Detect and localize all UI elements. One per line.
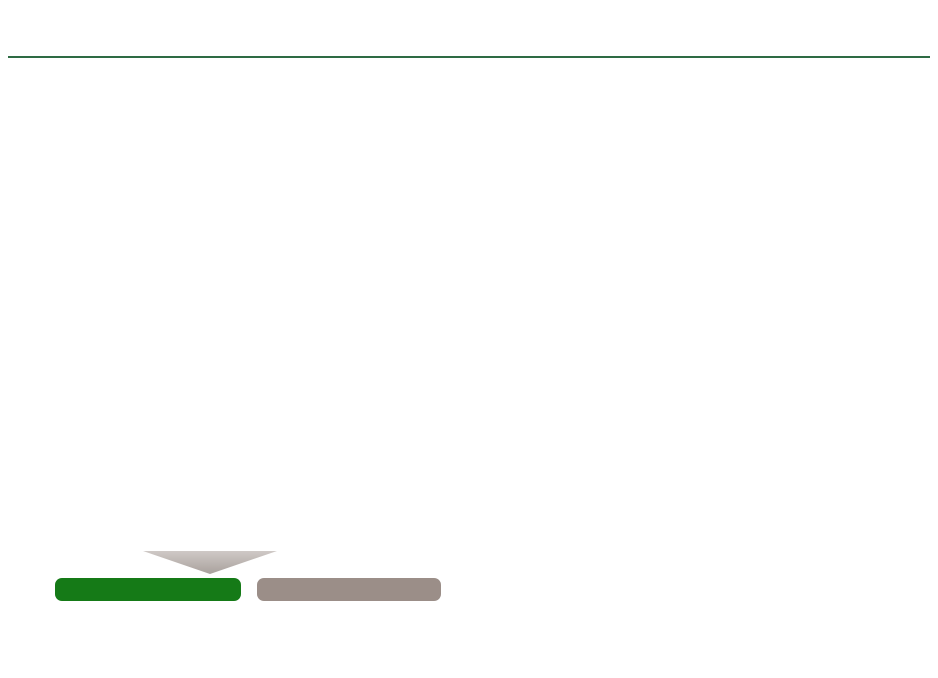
rent-gap-bar-chart bbox=[55, 408, 465, 568]
bar-chart-y-axis bbox=[0, 408, 46, 568]
conclusion-note-right bbox=[262, 607, 457, 624]
line-chart-canvas bbox=[45, 185, 465, 345]
conclusion-note-left bbox=[55, 607, 255, 624]
rent-gap-line-chart bbox=[0, 160, 470, 370]
conclusion-box-gap bbox=[55, 578, 241, 601]
title-rule bbox=[8, 56, 930, 58]
conclusion-box-above-market bbox=[257, 578, 441, 601]
